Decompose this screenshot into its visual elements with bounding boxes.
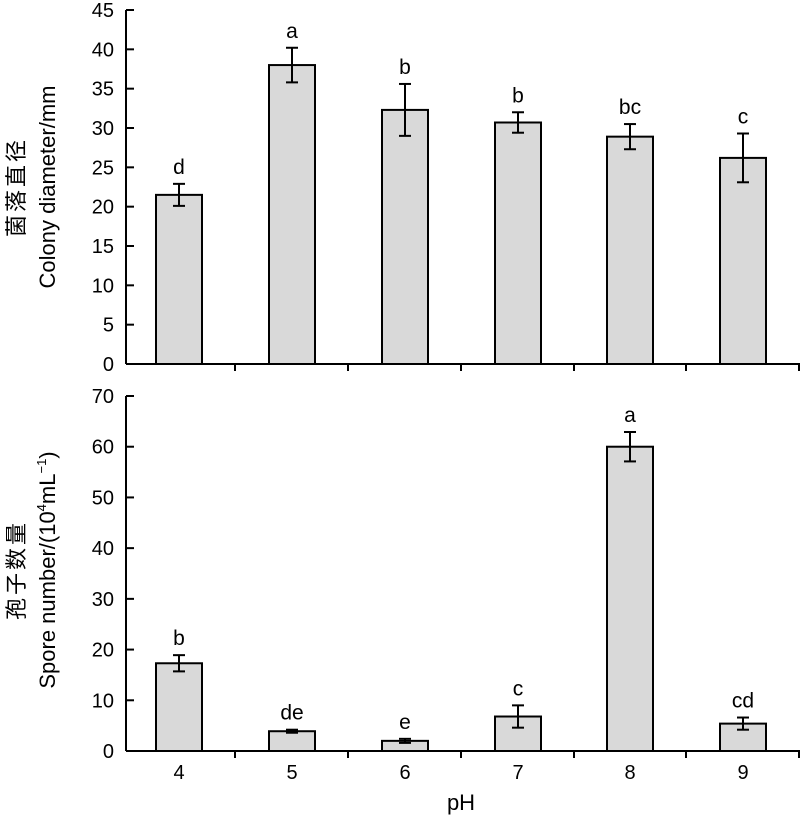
bottom-y-tick-label: 0 — [103, 741, 114, 763]
bottom-y-tick-label: 40 — [92, 538, 114, 560]
x-tick-label-9: 9 — [737, 762, 748, 784]
bottom-ylabel-en-mid: mL — [35, 474, 60, 505]
top-significance-7: b — [512, 84, 524, 107]
top-y-tick-label: 5 — [103, 315, 114, 337]
bottom-y-tick-label: 60 — [92, 437, 114, 459]
top-y-tick-label: 15 — [92, 236, 114, 258]
bottom-ylabel-en: Spore number/(104mL−1) — [34, 451, 60, 688]
top-bar-8 — [606, 135, 654, 365]
bottom-bar-8 — [606, 445, 654, 752]
bottom-y-tick-label: 20 — [92, 640, 114, 662]
x-tick-label-6: 6 — [399, 762, 410, 784]
top-ylabel-en: Colony diameter/mm — [35, 86, 60, 289]
top-y-tick-label: 0 — [103, 354, 114, 376]
top-y-tick-label: 35 — [92, 79, 114, 101]
bottom-y-tick-label: 30 — [92, 589, 114, 611]
bottom-panel: 0 10 20 30 40 50 60 70 b de e c a cd 4 5 6 7 8 9 — [92, 386, 800, 784]
top-significance-8: bc — [619, 96, 641, 119]
top-significance-6: b — [399, 56, 411, 79]
x-tick-label-7: 7 — [512, 762, 523, 784]
bottom-significance-6: e — [399, 711, 411, 734]
top-bar-7 — [494, 121, 542, 365]
bottom-ylabel-en-prefix: Spore number/(10 — [35, 511, 60, 688]
top-ylabel-cn: 菌落直径 — [4, 137, 29, 237]
bottom-y-tick-label: 10 — [92, 690, 114, 712]
bottom-bar-5 — [268, 730, 316, 753]
bottom-y-tick-label: 50 — [92, 487, 114, 509]
top-y-tick-label: 20 — [92, 197, 114, 219]
bottom-ylabel-en-sup2: −1 — [34, 459, 49, 474]
x-axis-title: pH — [447, 790, 475, 815]
x-tick-label-8: 8 — [624, 762, 635, 784]
bottom-significance-7: c — [513, 677, 524, 700]
bottom-significance-5: de — [280, 702, 303, 725]
bottom-significance-4: b — [173, 627, 185, 650]
x-tick-label-5: 5 — [286, 762, 297, 784]
bottom-bar-4 — [155, 662, 203, 752]
top-bar-6 — [381, 108, 429, 366]
top-bar-5 — [268, 64, 316, 365]
top-ylabel: 菌落直径 Colony diameter/mm — [4, 86, 60, 289]
top-bar-9 — [719, 156, 767, 365]
top-y-tick-label: 25 — [92, 157, 114, 179]
top-bar-4 — [155, 193, 203, 365]
bottom-ylabel: 孢子数量 Spore number/(104mL−1) — [4, 451, 60, 688]
top-significance-5: a — [286, 20, 298, 43]
top-significance-9: c — [738, 106, 749, 129]
top-panel: 0 5 10 15 20 25 30 35 40 45 d a b b bc c — [92, 0, 800, 376]
top-y-tick-label: 40 — [92, 39, 114, 61]
bottom-ylabel-en-suffix: ) — [35, 451, 60, 458]
top-y-tick-label: 10 — [92, 275, 114, 297]
top-y-tick-label: 30 — [92, 118, 114, 140]
x-tick-label-4: 4 — [173, 762, 184, 784]
bottom-significance-8: a — [624, 404, 636, 427]
bottom-y-tick-label: 70 — [92, 386, 114, 408]
top-significance-4: d — [173, 156, 185, 179]
bottom-ylabel-en-sup1: 4 — [34, 504, 49, 511]
bottom-significance-9: cd — [732, 690, 754, 713]
bottom-ylabel-cn: 孢子数量 — [4, 520, 29, 620]
top-y-tick-label: 45 — [92, 0, 114, 22]
